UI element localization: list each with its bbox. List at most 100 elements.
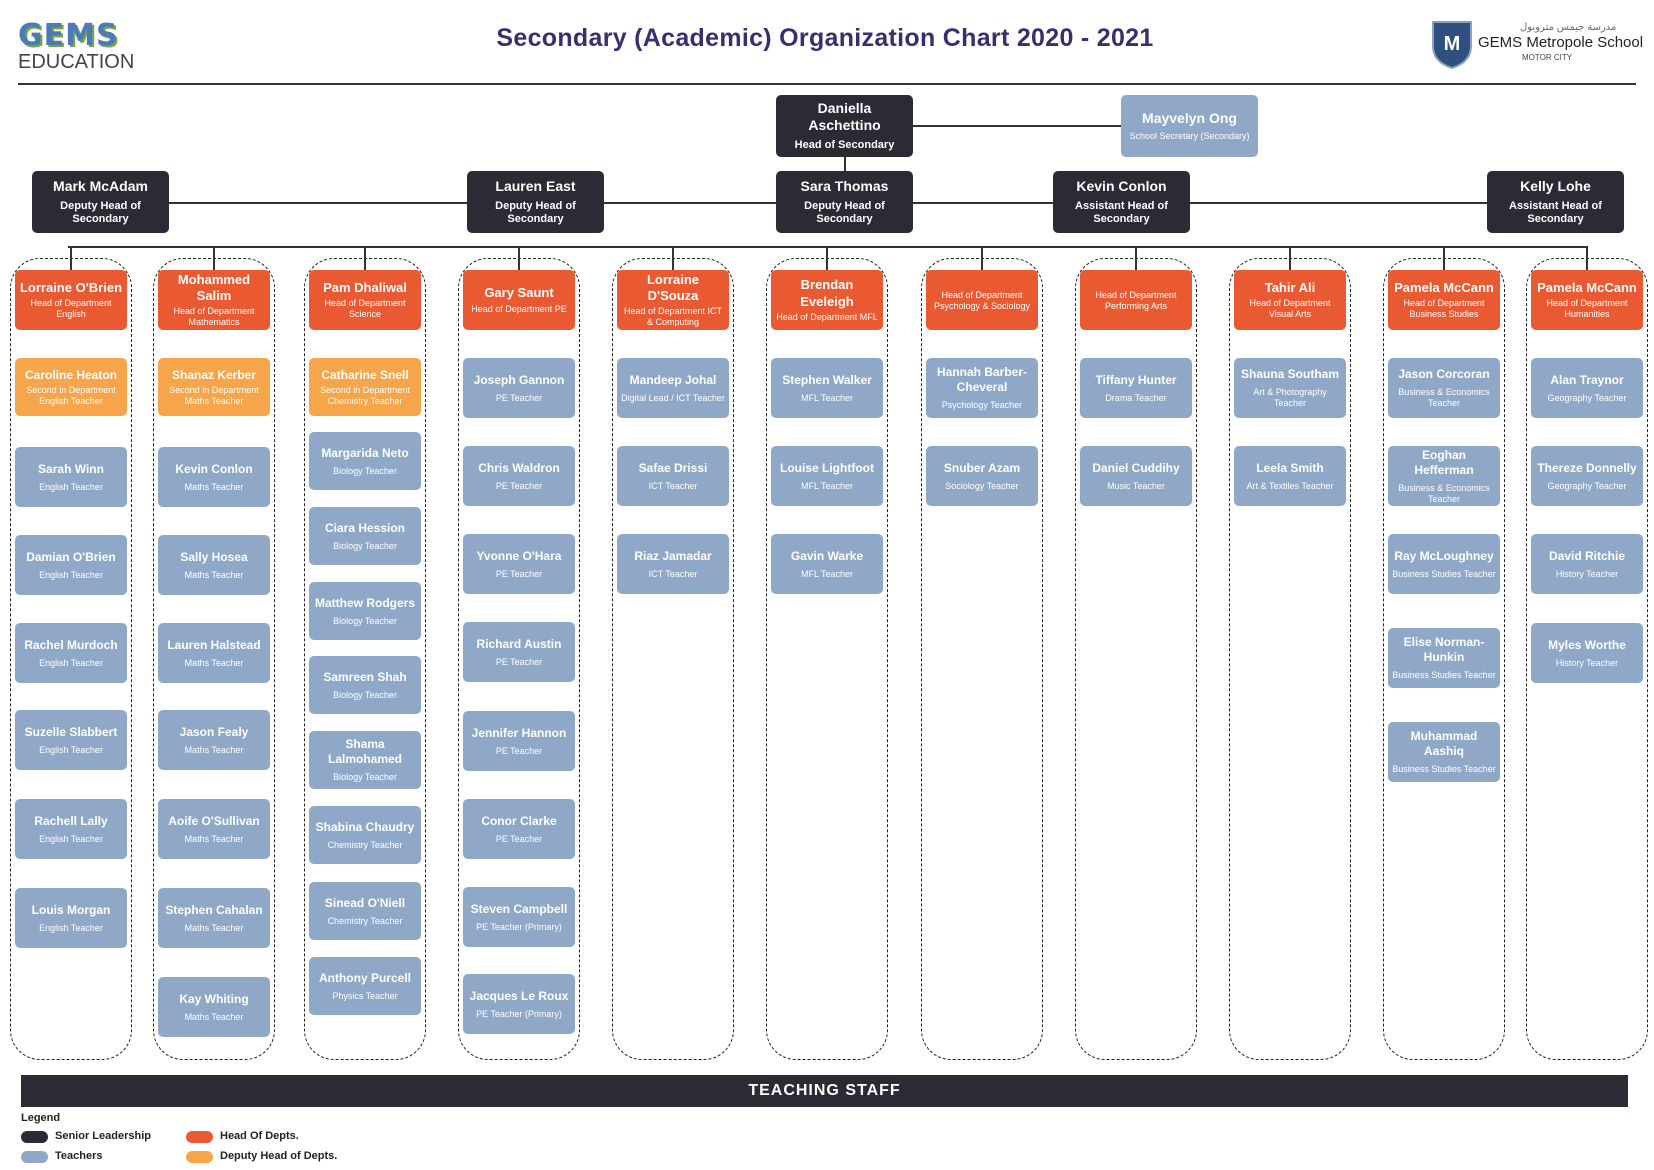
- legend-swatch: [21, 1131, 48, 1143]
- person-role: Head of Department English: [30, 298, 112, 320]
- person-name: Safae Drissi: [638, 460, 708, 475]
- person-name: Jason Fealy: [179, 724, 249, 739]
- teacher-box: Gavin Warke MFL Teacher: [771, 534, 883, 594]
- person-role: Drama Teacher: [1105, 392, 1167, 403]
- person-role: Physics Teacher: [332, 990, 398, 1001]
- person-role: Second in Department Maths Teacher: [169, 384, 259, 406]
- teacher-box: Jennifer Hannon PE Teacher: [463, 711, 575, 771]
- school-logo: M مدرسة جيمس متروبول GEMS Metropole Scho…: [1430, 18, 1643, 74]
- person-role: History Teacher: [1555, 657, 1619, 668]
- person-role: Chemistry Teacher: [327, 839, 403, 850]
- teacher-box: Snuber Azam Sociology Teacher: [926, 446, 1038, 506]
- person-name: Joseph Gannon: [473, 372, 565, 387]
- second-in-department-box: Caroline Heaton Second in Department Engl…: [15, 358, 127, 416]
- legend-title: Legend: [21, 1112, 61, 1124]
- legend-swatch: [186, 1131, 213, 1143]
- person-name: Brendan Eveleigh: [800, 277, 854, 309]
- person-name: Gavin Warke: [790, 548, 864, 563]
- person-name: Matthew Rodgers: [314, 595, 415, 610]
- legend-swatch: [186, 1151, 213, 1163]
- teacher-box: Alan Traynor Geography Teacher: [1531, 358, 1643, 418]
- leader-box: Sara Thomas Deputy Head of Secondary: [776, 171, 913, 233]
- leader-box: Mark McAdam Deputy Head of Secondary: [32, 171, 169, 233]
- teacher-box: Shabina Chaudry Chemistry Teacher: [309, 806, 421, 864]
- connector-line: [1289, 246, 1291, 270]
- person-role: Head of Department PE: [471, 303, 567, 314]
- person-name: Sally Hosea: [180, 549, 248, 564]
- person-name: Aoife O'Sullivan: [168, 813, 260, 828]
- teacher-box: Sinead O'Niell Chemistry Teacher: [309, 882, 421, 940]
- person-role: ICT Teacher: [648, 480, 698, 491]
- person-role: ICT Teacher: [648, 568, 698, 579]
- person-name: Ciara Hession: [324, 520, 406, 535]
- person-name: Mohammed Salim: [177, 271, 251, 304]
- person-name: David Ritchie: [1548, 548, 1626, 563]
- legend-label: Teachers: [55, 1150, 103, 1162]
- person-role: English Teacher: [39, 569, 103, 580]
- person-name: Muhammad Aashiq: [1410, 729, 1478, 759]
- teacher-box: Samreen Shah Biology Teacher: [309, 656, 421, 714]
- person-name: Pam Dhaliwal: [323, 280, 407, 296]
- person-role: Biology Teacher: [333, 772, 397, 783]
- head-of-department-box: Pamela McCann Head of Department Business…: [1388, 270, 1500, 330]
- teacher-box: Thereze Donnelly Geography Teacher: [1531, 446, 1643, 506]
- person-name: Damian O'Brien: [26, 549, 116, 564]
- person-name: Anthony Purcell: [318, 970, 411, 985]
- teacher-box: Hannah Barber-Cheveral Psychology Teacher: [926, 358, 1038, 418]
- legend-label: Senior Leadership: [55, 1130, 151, 1142]
- head-of-department-box: Head of Department Psychology & Sociolog…: [926, 270, 1038, 330]
- gems-education-logo: GEMS EDUCATION: [18, 18, 138, 74]
- person-name: Hannah Barber-Cheveral: [936, 365, 1028, 395]
- person-name: Kevin Conlon: [175, 461, 253, 476]
- teacher-box: Ciara Hession Biology Teacher: [309, 507, 421, 565]
- connector-line: [1586, 246, 1588, 270]
- teacher-box: Daniel Cuddihy Music Teacher: [1080, 446, 1192, 506]
- person-role: PE Teacher (Primary): [476, 1008, 562, 1019]
- person-name: Stephen Cahalan: [165, 902, 263, 917]
- person-role: Maths Teacher: [184, 657, 244, 668]
- second-in-department-box: Catharine Snell Second in Department Chem…: [309, 358, 421, 416]
- person-name: Shauna Southam: [1240, 367, 1339, 382]
- teacher-box: Louis Morgan English Teacher: [15, 888, 127, 948]
- person-role: Head of Department Psychology & Sociolog…: [933, 290, 1031, 311]
- person-role: Biology Teacher: [333, 540, 397, 551]
- person-role: PE Teacher: [495, 480, 543, 491]
- teacher-box: Mandeep Johal Digital Lead / ICT Teacher: [617, 358, 729, 418]
- person-role: Head of Department MFL: [776, 311, 878, 322]
- teacher-box: Jacques Le Roux PE Teacher (Primary): [463, 974, 575, 1034]
- teacher-box: Shama Lalmohamed Biology Teacher: [309, 731, 421, 789]
- person-name: Tiffany Hunter: [1095, 372, 1177, 387]
- person-name: Suzelle Slabbert: [24, 724, 118, 739]
- teacher-box: Suzelle Slabbert English Teacher: [15, 710, 127, 770]
- teacher-box: Leela Smith Art & Textiles Teacher: [1234, 446, 1346, 506]
- person-name: Ray McLoughney: [1394, 548, 1494, 563]
- person-role: Biology Teacher: [333, 465, 397, 476]
- person-role: Assistant Head of Secondary: [1075, 199, 1168, 225]
- head-of-department-box: Brendan Eveleigh Head of Department MFL: [771, 270, 883, 330]
- person-role: PE Teacher: [495, 656, 543, 667]
- teacher-box: Joseph Gannon PE Teacher: [463, 358, 575, 418]
- teacher-box: Jason Fealy Maths Teacher: [158, 710, 270, 770]
- person-role: English Teacher: [39, 833, 103, 844]
- legend-label: Deputy Head of Depts.: [220, 1150, 338, 1162]
- teacher-box: Ray McLoughney Business Studies Teacher: [1388, 534, 1500, 594]
- person-role: Deputy Head of Secondary: [804, 199, 885, 225]
- connector-line: [913, 125, 1121, 127]
- teacher-box: Eoghan Hefferman Business & Economics Tea…: [1388, 446, 1500, 506]
- teacher-box: Jason Corcoran Business & Economics Teach…: [1388, 358, 1500, 418]
- person-role: MFL Teacher: [800, 392, 854, 403]
- teacher-box: Lauren Halstead Maths Teacher: [158, 623, 270, 683]
- school-name-arabic: مدرسة جيمس متروبول: [1520, 22, 1617, 33]
- head-of-department-box: Pam Dhaliwal Head of Department Science: [309, 270, 421, 330]
- person-role: Business Studies Teacher: [1392, 568, 1496, 579]
- person-role: Business & Economics Teacher: [1398, 482, 1490, 504]
- person-name: Lorraine O'Brien: [19, 280, 123, 296]
- person-name: Catharine Snell: [321, 367, 409, 382]
- person-name: Pamela McCann: [1537, 280, 1637, 296]
- page-title: Secondary (Academic) Organization Chart …: [496, 24, 1154, 52]
- person-role: English Teacher: [39, 481, 103, 492]
- leader-box: Kelly Lohe Assistant Head of Secondary: [1487, 171, 1624, 233]
- teacher-box: Louise Lightfoot MFL Teacher: [771, 446, 883, 506]
- connector-line: [213, 246, 215, 270]
- person-name: Rachell Lally: [34, 813, 108, 828]
